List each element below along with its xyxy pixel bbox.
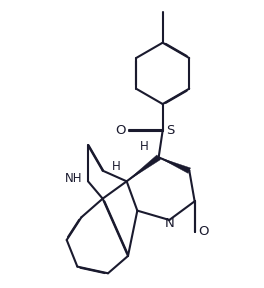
Text: O: O (115, 124, 125, 137)
Polygon shape (127, 155, 161, 181)
Polygon shape (159, 157, 191, 173)
Text: N: N (164, 217, 174, 230)
Text: H: H (140, 140, 148, 153)
Text: NH: NH (65, 172, 82, 185)
Text: O: O (199, 226, 209, 238)
Text: S: S (166, 124, 174, 137)
Text: H: H (112, 160, 120, 173)
